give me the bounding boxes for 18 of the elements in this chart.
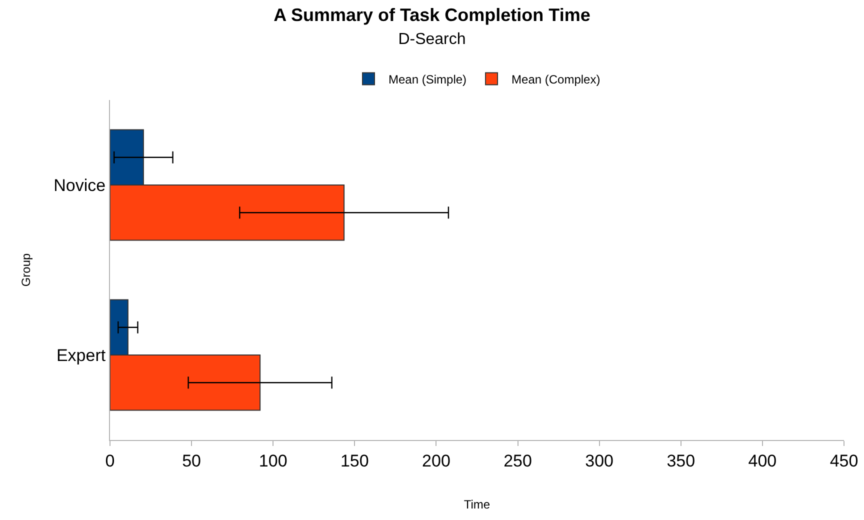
y-tick-label: Expert	[56, 346, 106, 365]
chart-title: A Summary of Task Completion Time	[274, 4, 590, 25]
chart-subtitle: D-Search	[398, 31, 466, 48]
y-axis-title: Group	[18, 253, 33, 287]
legend-label: Mean (Simple)	[388, 72, 467, 86]
x-tick-label: 150	[340, 451, 369, 470]
x-tick-label: 50	[182, 451, 202, 470]
x-tick-label: 0	[105, 451, 115, 470]
y-tick-label: Novice	[54, 176, 106, 195]
x-tick-label: 400	[748, 451, 777, 470]
x-tick-label: 300	[585, 451, 614, 470]
legend-label: Mean (Complex)	[512, 72, 600, 86]
x-tick-label: 450	[830, 451, 858, 470]
x-tick-label: 100	[258, 451, 288, 470]
x-tick-label: 350	[666, 451, 696, 470]
x-tick-label: 200	[422, 451, 450, 470]
x-tick-label: 250	[504, 451, 532, 470]
x-axis-title: Time	[464, 497, 490, 512]
